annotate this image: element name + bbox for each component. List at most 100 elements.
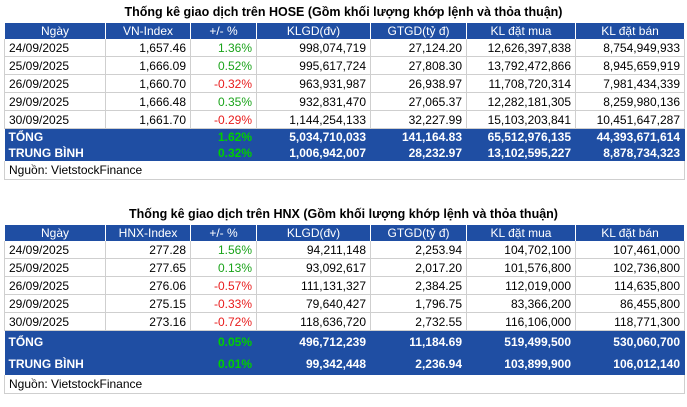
- hnx-table-title: Thống kê giao dịch trên HNX (Gồm khối lư…: [129, 207, 558, 221]
- table-cell: 995,617,724: [256, 56, 371, 75]
- total-cell: 0.05%: [190, 330, 257, 353]
- total-row: TỔNG 0.05% 496,712,239 11,184.69 519,499,500…: [4, 330, 685, 353]
- total-cell: 44,393,671,614: [575, 128, 685, 145]
- table-cell: 32,227.99: [370, 110, 467, 129]
- table-cell: 963,931,987: [256, 74, 371, 93]
- total-row: TỔNG 1.62% 5,034,710,033 141,164.83 65,512,9…: [4, 128, 685, 145]
- hose-header-row: Ngày VN-Index +/- % KLGD(đv) GTGD(tỷ đ) KL đặ…: [4, 23, 685, 39]
- table-cell: 7,981,434,339: [575, 74, 685, 93]
- table-cell: 29/09/2025: [4, 92, 106, 111]
- table-cell: 26/09/2025: [4, 74, 106, 93]
- table-cell: 2,017.20: [370, 258, 467, 277]
- table-cell: 998,074,719: [256, 39, 371, 57]
- average-row: TRUNG BÌNH 0.01% 99,342,448 2,236.94 103,899…: [4, 353, 685, 375]
- total-cell: 11,184.69: [370, 330, 467, 353]
- average-cell: 13,102,595,227: [466, 145, 576, 161]
- average-cell: 0.32%: [190, 145, 257, 161]
- table-cell: 26,938.97: [370, 74, 467, 93]
- column-header: KLGD(đv): [256, 23, 371, 39]
- hose-table: Ngày VN-Index +/- % KLGD(đv) GTGD(tỷ đ) KL đặ…: [4, 23, 685, 180]
- column-header: GTGD(tỷ đ): [370, 225, 467, 241]
- table-row: 26/09/2025 276.06 -0.57% 111,131,327 2,384.2…: [4, 276, 685, 295]
- table-cell: 8,259,980,136: [575, 92, 685, 111]
- source-note: Nguồn: VietstockFinance: [4, 375, 685, 394]
- hnx-header-row: Ngày HNX-Index +/- % KLGD(đv) GTGD(tỷ đ) KL đ…: [4, 225, 685, 241]
- total-cell: 530,060,700: [575, 330, 685, 353]
- table-cell: 27,065.37: [370, 92, 467, 111]
- table-cell: 86,455,800: [575, 294, 685, 313]
- total-cell: 5,034,710,033: [256, 128, 371, 145]
- total-cell: TỔNG: [4, 330, 191, 353]
- table-cell: 277.65: [105, 258, 191, 277]
- table-cell: 26/09/2025: [4, 276, 106, 295]
- table-cell: 30/09/2025: [4, 312, 106, 331]
- table-cell: 107,461,000: [575, 241, 685, 259]
- table-cell: 27,124.20: [370, 39, 467, 57]
- column-header: KL đặt bán: [575, 23, 685, 39]
- total-cell: TỔNG: [4, 128, 191, 145]
- table-row: 29/09/2025 1,666.48 0.35% 932,831,470 27,065…: [4, 92, 685, 111]
- hose-table-title: Thống kê giao dịch trên HOSE (Gồm khối l…: [124, 5, 563, 19]
- table-cell: 1,666.09: [105, 56, 191, 75]
- table-cell: 2,732.55: [370, 312, 467, 331]
- table-cell: 25/09/2025: [4, 258, 106, 277]
- table-row: 30/09/2025 273.16 -0.72% 118,636,720 2,732.5…: [4, 312, 685, 331]
- table-cell: 79,640,427: [256, 294, 371, 313]
- hnx-table-body: Ngày HNX-Index +/- % KLGD(đv) GTGD(tỷ đ) KL đ…: [4, 225, 685, 394]
- source-note: Nguồn: VietstockFinance: [4, 161, 685, 180]
- table-cell: 8,945,659,919: [575, 56, 685, 75]
- table-row: 25/09/2025 277.65 0.13% 93,092,617 2,017.20 1…: [4, 258, 685, 277]
- table-row: 30/09/2025 1,661.70 -0.29% 1,144,254,133 32,…: [4, 110, 685, 129]
- table-cell: 1,666.48: [105, 92, 191, 111]
- table-cell: 2,384.25: [370, 276, 467, 295]
- total-cell: 496,712,239: [256, 330, 371, 353]
- average-cell: TRUNG BÌNH: [4, 353, 191, 375]
- table-cell: 0.52%: [190, 56, 257, 75]
- table-row: 26/09/2025 1,660.70 -0.32% 963,931,987 26,93…: [4, 74, 685, 93]
- table-cell: -0.29%: [190, 110, 257, 129]
- total-cell: 519,499,500: [466, 330, 576, 353]
- table-cell: 1,796.75: [370, 294, 467, 313]
- table-cell: 10,451,647,287: [575, 110, 685, 129]
- table-cell: 1.56%: [190, 241, 257, 259]
- table-cell: 275.15: [105, 294, 191, 313]
- table-cell: 114,635,800: [575, 276, 685, 295]
- table-cell: 1,657.46: [105, 39, 191, 57]
- table-cell: 0.13%: [190, 258, 257, 277]
- hnx-table: Ngày HNX-Index +/- % KLGD(đv) GTGD(tỷ đ) KL đ…: [4, 225, 685, 394]
- column-header: KL đặt mua: [466, 23, 576, 39]
- average-cell: 28,232.97: [370, 145, 467, 161]
- column-header: Ngày: [4, 23, 106, 39]
- total-cell: 1.62%: [190, 128, 257, 145]
- table-cell: 0.35%: [190, 92, 257, 111]
- table-cell: 12,626,397,838: [466, 39, 576, 57]
- table-cell: -0.32%: [190, 74, 257, 93]
- column-header: +/- %: [190, 23, 257, 39]
- table-cell: 273.16: [105, 312, 191, 331]
- table-cell: 2,253.94: [370, 241, 467, 259]
- table-cell: 25/09/2025: [4, 56, 106, 75]
- table-cell: 102,736,800: [575, 258, 685, 277]
- table-cell: 277.28: [105, 241, 191, 259]
- average-cell: 99,342,448: [256, 353, 371, 375]
- average-cell: 103,899,900: [466, 353, 576, 375]
- table-cell: 276.06: [105, 276, 191, 295]
- table-cell: 29/09/2025: [4, 294, 106, 313]
- source-row: Nguồn: VietstockFinance: [4, 375, 685, 394]
- column-header: GTGD(tỷ đ): [370, 23, 467, 39]
- column-header: HNX-Index: [105, 225, 191, 241]
- average-cell: 0.01%: [190, 353, 257, 375]
- table-cell: 12,282,181,305: [466, 92, 576, 111]
- column-header: KL đặt bán: [575, 225, 685, 241]
- table-cell: 116,106,000: [466, 312, 576, 331]
- table-cell: 1,144,254,133: [256, 110, 371, 129]
- hose-table-body: Ngày VN-Index +/- % KLGD(đv) GTGD(tỷ đ) KL đặ…: [4, 23, 685, 180]
- table-cell: 24/09/2025: [4, 241, 106, 259]
- column-header: KLGD(đv): [256, 225, 371, 241]
- average-cell: 106,012,140: [575, 353, 685, 375]
- table-cell: 93,092,617: [256, 258, 371, 277]
- table-cell: 1,660.70: [105, 74, 191, 93]
- table-cell: 112,019,000: [466, 276, 576, 295]
- table-cell: 15,103,203,841: [466, 110, 576, 129]
- average-cell: 8,878,734,323: [575, 145, 685, 161]
